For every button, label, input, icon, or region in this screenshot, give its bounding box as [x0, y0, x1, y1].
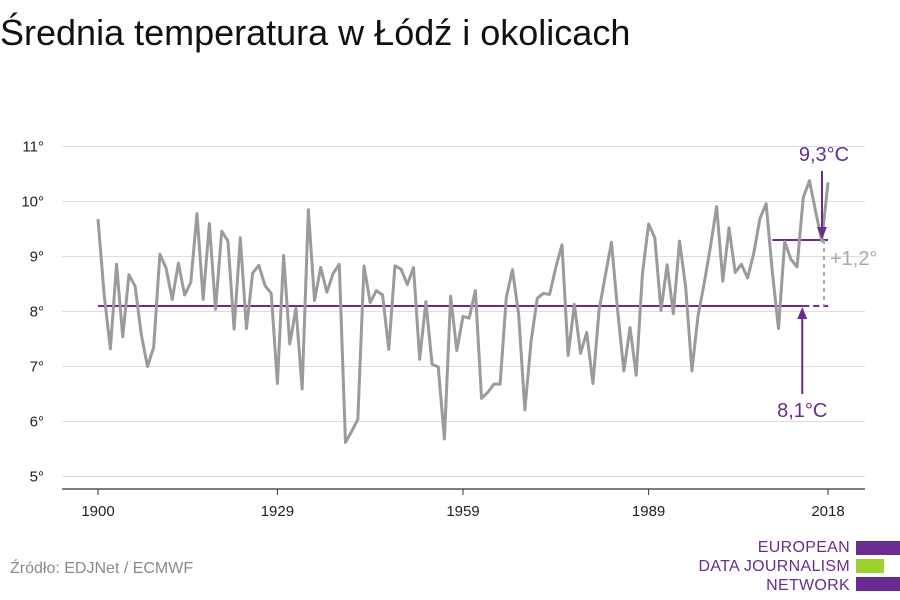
baseline-mean-label: 8,1°C — [777, 400, 827, 422]
logo-bar-top — [856, 541, 900, 555]
x-tick-label: 1989 — [632, 503, 665, 520]
y-tick-label: 10° — [21, 194, 44, 211]
temperature-line — [96, 179, 830, 444]
annotations: +1,2° 9,3°C 8,1°C — [777, 144, 877, 422]
x-tick-label: 1929 — [261, 503, 294, 520]
logo-line-network: NETWORK — [766, 577, 850, 594]
edjnet-logo: EUROPEAN DATA JOURNALISM NETWORK — [690, 538, 900, 596]
difference-label: +1,2° — [830, 248, 877, 270]
y-tick-label: 8° — [30, 304, 44, 321]
x-axis — [62, 488, 865, 495]
source-note: Źródło: EDJNet / ECMWF — [10, 560, 194, 577]
y-tick-label: 5° — [30, 469, 44, 486]
logo-bar-bottom — [856, 577, 900, 591]
y-tick-label: 7° — [30, 359, 44, 376]
y-tick-label: 11° — [22, 139, 44, 156]
x-tick-label: 1900 — [81, 503, 114, 520]
x-tick-label: 1959 — [446, 503, 479, 520]
recent-mean-arrowhead — [817, 227, 827, 239]
gridlines — [62, 146, 865, 477]
y-tick-label: 6° — [30, 414, 44, 431]
x-tick-label: 2018 — [811, 503, 844, 520]
logo-bar-middle — [856, 559, 884, 573]
y-tick-label: 9° — [30, 249, 44, 266]
y-axis-labels: 5° 6° 7° 8° 9° 10° 11° — [21, 139, 44, 486]
logo-line-data-journalism: DATA JOURNALISM — [698, 558, 850, 575]
chart-title: Średnia temperatura w Łódź i okolicach — [0, 12, 631, 53]
temperature-series — [96, 179, 830, 444]
baseline-mean-arrowhead — [797, 307, 808, 319]
logo-line-european: EUROPEAN — [757, 539, 850, 556]
recent-mean-label: 9,3°C — [799, 144, 849, 166]
x-axis-labels: 1900 1929 1959 1989 2018 — [81, 503, 844, 520]
